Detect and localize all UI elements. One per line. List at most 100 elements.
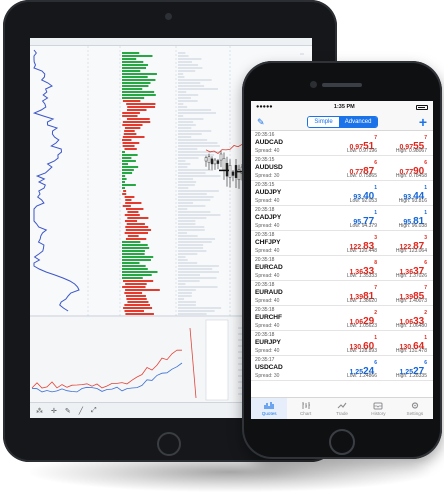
bid-price-fraction: 6 [374, 360, 377, 366]
tab-label: History [371, 411, 386, 416]
quote-ask-price: 0.97557 [377, 135, 427, 154]
histogram-bar [122, 85, 149, 87]
volume-profile-bars [178, 52, 222, 315]
histogram-bar [125, 208, 144, 210]
toolbar-grid-icon[interactable]: ⁂ [36, 407, 43, 415]
profile-bar [178, 139, 208, 141]
bid-price-pips: 77 [363, 216, 375, 227]
quote-symbol: AUDCAD [255, 139, 283, 146]
quote-row[interactable]: 20:35:18 EURAUD Spread: 40 1.39817 1.39857 Lo… [251, 281, 433, 306]
quotes-icon [264, 401, 274, 410]
bid-price-pips: 83 [363, 241, 375, 252]
quote-row[interactable]: 20:35:16 AUDCAD Spread: 40 0.97517 0.97557 Lo… [251, 131, 433, 156]
histogram-bar [122, 247, 150, 249]
lower-line-blue [31, 362, 183, 393]
profile-bar [178, 232, 187, 234]
histogram-bar [122, 277, 143, 279]
quote-row[interactable]: 20:35:17 USDCAD Spread: 30 1.25246 1.25276 Lo… [251, 356, 433, 381]
quote-bid-price: 1.39817 [325, 285, 377, 304]
quote-spread: Spread: 40 [255, 348, 280, 354]
profile-bar [178, 295, 192, 297]
quote-row[interactable]: 20:35:18 CADJPY Spread: 40 95.771 95.811 Low:… [251, 206, 433, 231]
quote-row[interactable]: 20:35:18 CHFJPY Spread: 40 122.833 122.873 Lo… [251, 231, 433, 256]
profile-bar [178, 166, 188, 168]
tab-label: Settings [406, 411, 424, 416]
toolbar-crosshair-icon[interactable]: ✛ [51, 407, 57, 415]
quote-symbol: CADJPY [255, 214, 282, 221]
tab-trade[interactable]: Trade [324, 398, 360, 419]
profile-bar [178, 160, 186, 162]
level-marker [219, 169, 229, 172]
histogram-bar [122, 181, 125, 183]
quote-row[interactable]: 20:35:15 AUDUSD Spread: 30 0.77876 0.77906 Lo… [251, 156, 433, 181]
quote-row[interactable]: 20:35:18 EURCAD Spread: 40 1.36338 1.36376 Lo… [251, 256, 433, 281]
profile-bar [178, 226, 205, 228]
histogram-bar [122, 271, 158, 273]
bid-price-pips: 81 [363, 291, 375, 302]
ask-price-fraction: 6 [424, 160, 427, 166]
quote-spread: Spread: 40 [255, 273, 280, 279]
histogram-bar [124, 127, 141, 129]
quote-time: 20:35:18 [255, 282, 275, 288]
quote-row[interactable]: 20:35:18 EURJPY Spread: 40 130.601 130.641 Lo… [251, 331, 433, 356]
histogram-bar [122, 55, 153, 57]
battery-icon [415, 104, 428, 110]
histogram-bar [122, 160, 136, 162]
toolbar-line-icon[interactable]: ╱ [78, 407, 83, 415]
profile-bar [178, 256, 186, 258]
iphone-device: ●●●●● 1:35 PM ✎ Simple Advanced + 20:35:… [242, 61, 442, 459]
tab-settings[interactable]: Settings [397, 398, 433, 419]
histogram-bar [122, 52, 140, 54]
histogram-bar [125, 238, 147, 240]
settings-icon [410, 401, 420, 410]
ipad-bottom-toolbar: ⁂ ✛ ✎ ╱ ⤢ [30, 402, 312, 418]
histogram-bar [124, 220, 138, 222]
quote-bid-price: 93.401 [325, 185, 377, 204]
candle-body [234, 165, 238, 178]
segment-advanced[interactable]: Advanced [338, 116, 378, 127]
quote-spread: Spread: 40 [255, 198, 280, 204]
profile-bar [178, 205, 206, 207]
quote-row[interactable]: 20:35:15 AUDJPY Spread: 40 93.401 93.441 Low:… [251, 181, 433, 206]
quote-spread: Spread: 40 [255, 298, 280, 304]
tab-chart[interactable]: Chart [287, 398, 323, 419]
bid-price-fraction: 7 [374, 135, 377, 141]
bid-price-pips: 24 [363, 366, 375, 377]
trade-icon [337, 401, 347, 410]
histogram-bar [125, 229, 152, 231]
add-symbol-icon[interactable]: + [418, 113, 427, 130]
profile-bar [178, 91, 187, 93]
quote-row[interactable]: 20:35:18 EURCHF Spread: 40 1.06292 1.06332 Lo… [251, 306, 433, 331]
profile-bar [178, 58, 202, 60]
profile-bar [178, 61, 193, 63]
histogram-bar [122, 262, 140, 264]
profile-bar [178, 88, 219, 90]
quote-time: 20:35:16 [255, 132, 275, 138]
histogram-bar [122, 166, 139, 168]
quote-high: High: 1.40073 [395, 298, 427, 304]
profile-bar [178, 301, 197, 303]
tab-history[interactable]: History [360, 398, 396, 419]
status-time: 1:35 PM [333, 104, 355, 110]
histogram-bar [126, 223, 145, 225]
tab-quotes[interactable]: Quotes [251, 398, 288, 419]
ask-price-fraction: 6 [424, 360, 427, 366]
toolbar-zoom-icon[interactable]: ⤢ [90, 406, 97, 414]
histogram-bar [124, 130, 135, 132]
candle-body [207, 156, 211, 163]
histogram-bar [122, 154, 138, 156]
histogram-bar [122, 178, 127, 180]
histogram-bar [127, 235, 139, 237]
histogram-bar [122, 142, 140, 144]
segment-simple[interactable]: Simple [308, 116, 339, 127]
quote-ask-price: 0.77906 [377, 160, 427, 179]
histogram-bar [122, 241, 141, 243]
lower-panel-card [205, 319, 229, 401]
profile-bar [178, 109, 212, 111]
toolbar-pen-icon[interactable]: ✎ [64, 407, 71, 415]
quote-ask-price: 1.39857 [377, 285, 427, 304]
edit-pencil-icon[interactable]: ✎ [257, 116, 265, 127]
histogram-bar [124, 292, 143, 294]
histogram-bar [126, 298, 147, 300]
histogram-bar [122, 82, 151, 84]
